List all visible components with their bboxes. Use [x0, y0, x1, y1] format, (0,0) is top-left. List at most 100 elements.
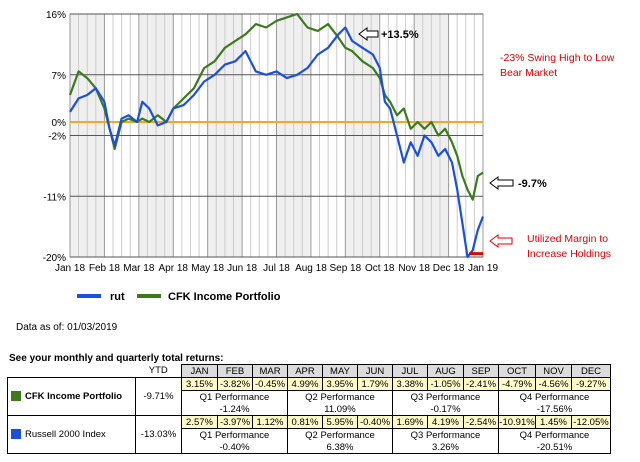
monthly-return: 4.99% — [287, 377, 323, 391]
header-month: JAN — [181, 364, 218, 378]
quarter-value: 3.26% — [392, 441, 499, 454]
margin-annotation-line2: Increase Holdings — [527, 248, 611, 260]
quarter-label: Q3 Performance — [392, 428, 499, 441]
current-annotation-text: -9.7% — [518, 178, 547, 190]
portfolio-name-label: CFK Income Portfolio — [25, 390, 123, 402]
legend-square-icon — [11, 429, 21, 440]
table-header-row: YTD JAN FEB MAR APR MAY JUN JUL AUG SEP … — [8, 364, 611, 378]
monthly-return: 3.95% — [322, 377, 358, 391]
table-row-quarter-value: -0.40% 6.38% 3.26% -20.51% — [8, 441, 611, 454]
header-month: DEC — [571, 364, 611, 378]
monthly-return: -4.56% — [535, 377, 572, 391]
returns-table: YTD JAN FEB MAR APR MAY JUN JUL AUG SEP … — [7, 364, 611, 454]
x-tick-label: Apr 18 — [159, 263, 189, 274]
header-month: SEP — [463, 364, 499, 378]
grid — [69, 13, 484, 258]
quarter-value: -0.40% — [181, 441, 288, 454]
quarter-label: Q4 Performance — [498, 390, 611, 403]
monthly-return: 0.81% — [287, 415, 323, 429]
table-row-monthly: Russell 2000 Index -13.03% 2.57% -3.97% … — [7, 415, 611, 454]
legend-label-cfk: CFK Income Portfolio — [168, 291, 281, 303]
header-month: JUL — [392, 364, 428, 378]
current-annotation: -9.7% — [489, 176, 547, 190]
portfolio-name-russell: Russell 2000 Index — [7, 415, 136, 454]
quarter-label: Q3 Performance — [392, 390, 499, 403]
monthly-return: 2.57% — [181, 415, 218, 429]
y-axis-ticks: 16% 7% 0% -2% -11% -20% — [43, 10, 66, 264]
monthly-return: -2.41% — [463, 377, 499, 391]
y-tick-label: 7% — [52, 71, 67, 82]
legend-square-icon — [11, 391, 21, 402]
quarter-value: 11.09% — [287, 403, 393, 416]
monthly-return: -10.91% — [498, 415, 536, 429]
y-tick-label: -2% — [48, 132, 66, 143]
quarter-label: Q1 Performance — [181, 428, 288, 441]
monthly-return: -12.05% — [571, 415, 611, 429]
quarter-value: 6.38% — [287, 441, 393, 454]
monthly-return: -3.82% — [217, 377, 253, 391]
monthly-return: 3.15% — [181, 377, 218, 391]
y-tick-label: -20% — [43, 253, 66, 264]
peak-annotation: +13.5% — [358, 27, 419, 41]
x-axis-ticks: Jan 18 Feb 18 Mar 18 Apr 18 May 18 Jun 18 Jul … — [55, 263, 498, 274]
monthly-return: -0.40% — [357, 415, 393, 429]
quarter-value: -0.17% — [392, 403, 499, 416]
portfolio-name-cfk: CFK Income Portfolio — [7, 377, 136, 416]
quarter-value: -17.56% — [498, 403, 611, 416]
x-tick-label: Jan 19 — [468, 263, 498, 274]
portfolio-name-label: Russell 2000 Index — [25, 428, 106, 440]
margin-annotation-line1: Utilized Margin to — [527, 233, 608, 245]
x-tick-label: Jul 18 — [263, 263, 290, 274]
monthly-return: -3.97% — [217, 415, 253, 429]
x-tick-label: Mar 18 — [123, 263, 155, 274]
header-month: MAY — [322, 364, 358, 378]
monthly-return: 1.69% — [392, 415, 428, 429]
quarter-value: -20.51% — [498, 441, 611, 454]
legend-label-rut: rut — [110, 291, 125, 303]
table-row-quarter-label: Q1 Performance Q2 Performance Q3 Perform… — [8, 390, 611, 403]
data-as-of: Data as of: 01/03/2019 — [16, 322, 118, 333]
performance-chart: 16% 7% 0% -2% -11% -20% Jan 18 Feb 18 Mar 18 Apr… — [43, 10, 615, 303]
peak-annotation-text: +13.5% — [381, 29, 419, 41]
header-month: AUG — [427, 364, 464, 378]
monthly-return: 1.79% — [357, 377, 393, 391]
monthly-return: 5.95% — [322, 415, 358, 429]
arrow-left-icon — [358, 27, 379, 41]
header-month: MAR — [252, 364, 288, 378]
ytd-value: -13.03% — [135, 415, 182, 454]
quarter-label: Q4 Performance — [498, 428, 611, 441]
monthly-return: -1.05% — [427, 377, 464, 391]
x-tick-label: Nov 18 — [398, 263, 430, 274]
header-month: FEB — [217, 364, 253, 378]
table-row-quarter-label: Q1 Performance Q2 Performance Q3 Perform… — [8, 428, 611, 441]
monthly-return: 3.38% — [392, 377, 428, 391]
x-tick-label: Jan 18 — [55, 263, 85, 274]
header-ytd: YTD — [148, 365, 168, 377]
x-tick-label: Sep 18 — [329, 263, 361, 274]
swing-annotation-line1: -23% Swing High to Low — [500, 52, 615, 64]
margin-annotation: Utilized Margin to Increase Holdings — [489, 233, 611, 260]
series-lines — [68, 12, 485, 259]
ytd-value: -9.71% — [135, 377, 182, 416]
header-month: NOV — [535, 364, 572, 378]
swing-annotation-line2: Bear Market — [500, 67, 557, 79]
chart-legend: rut CFK Income Portfolio — [77, 291, 281, 303]
monthly-return: -0.45% — [252, 377, 288, 391]
y-tick-label: 16% — [46, 10, 66, 21]
table-row-monthly: CFK Income Portfolio -9.71% 3.15% -3.82%… — [7, 377, 611, 416]
x-tick-label: Dec 18 — [433, 263, 465, 274]
series-line-rut — [69, 26, 485, 259]
arrow-left-icon — [489, 176, 514, 190]
x-tick-label: Jun 18 — [227, 263, 257, 274]
y-tick-label: -11% — [43, 192, 66, 203]
x-tick-label: May 18 — [191, 263, 224, 274]
quarter-label: Q2 Performance — [287, 428, 393, 441]
x-tick-label: Feb 18 — [89, 263, 121, 274]
header-spacer — [8, 365, 136, 378]
monthly-return: -9.27% — [571, 377, 611, 391]
monthly-return: -2.54% — [463, 415, 499, 429]
x-tick-label: Aug 18 — [295, 263, 327, 274]
header-month: OCT — [498, 364, 536, 378]
monthly-return: 4.19% — [427, 415, 464, 429]
x-tick-label: Oct 18 — [365, 263, 395, 274]
